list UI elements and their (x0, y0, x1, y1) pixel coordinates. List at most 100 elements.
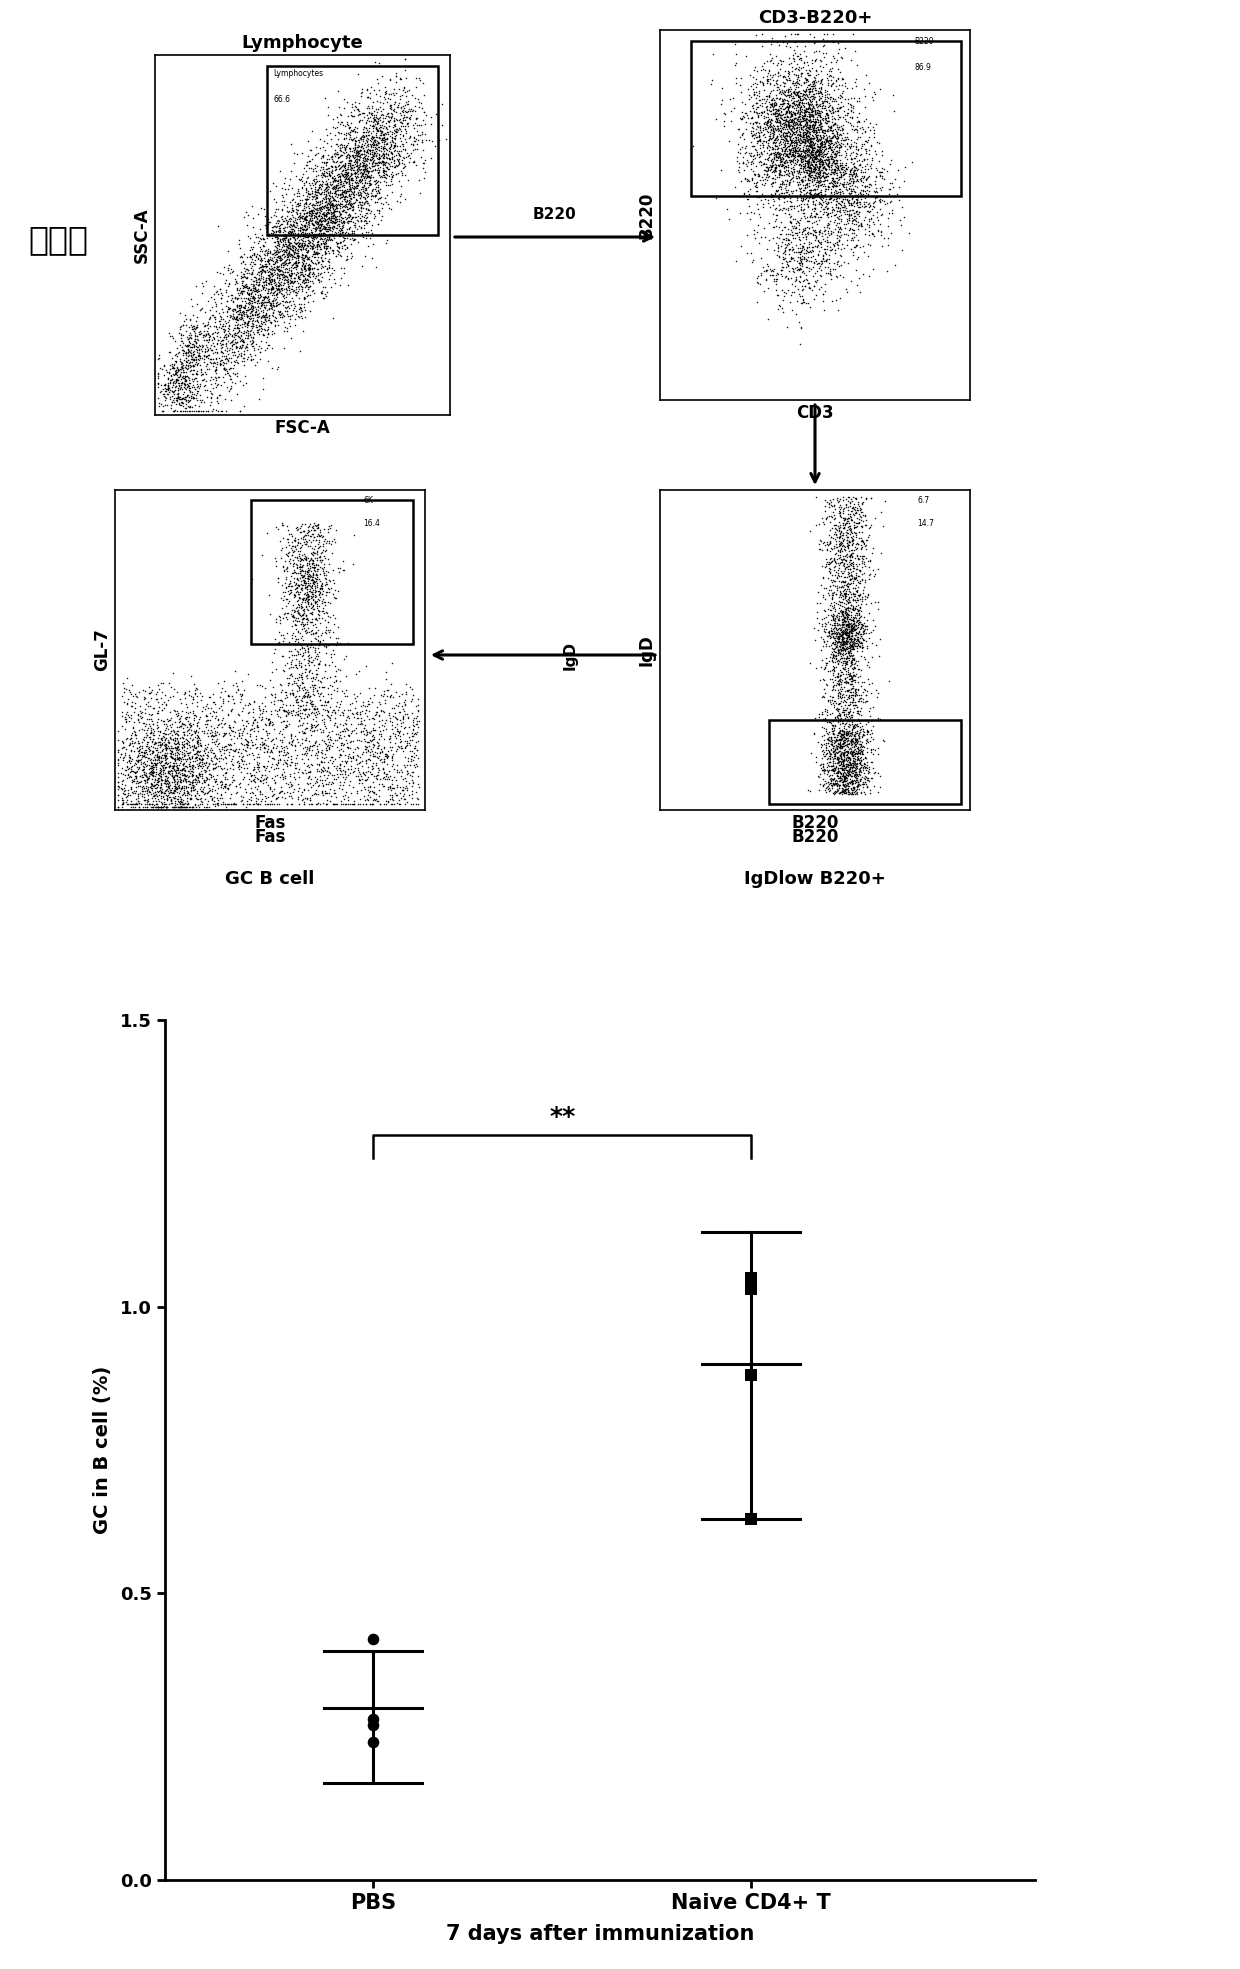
Point (316, 173, 336, 205)
Point (832, 715, 852, 746)
Point (382, 161, 402, 193)
Point (790, 248, 810, 280)
Point (267, 305, 286, 337)
Point (828, 626, 848, 658)
Point (791, 85, 811, 116)
Point (825, 154, 844, 185)
Point (140, 776, 160, 807)
Point (280, 561, 300, 593)
Point (796, 63, 816, 95)
Point (403, 756, 423, 788)
Point (837, 754, 857, 786)
Point (300, 248, 320, 280)
Point (839, 173, 859, 205)
Point (743, 156, 763, 187)
Point (345, 134, 365, 165)
Point (153, 705, 172, 736)
Point (286, 276, 306, 307)
Point (770, 193, 790, 224)
Point (833, 738, 853, 770)
Point (326, 175, 346, 207)
Point (262, 291, 281, 323)
Point (743, 93, 763, 124)
Point (785, 45, 805, 77)
Point (192, 331, 212, 362)
Point (325, 189, 345, 221)
Point (813, 215, 833, 246)
Point (319, 616, 339, 648)
Point (247, 262, 267, 293)
Point (314, 693, 334, 725)
Point (171, 764, 191, 795)
Point (779, 193, 799, 224)
Point (291, 250, 311, 282)
Point (740, 81, 760, 112)
Point (784, 93, 804, 124)
Point (301, 195, 321, 226)
Point (337, 244, 357, 276)
Point (308, 658, 327, 689)
Point (239, 758, 259, 790)
Point (786, 136, 806, 167)
Point (833, 169, 853, 201)
Point (782, 154, 802, 185)
Point (226, 339, 246, 370)
Point (176, 677, 196, 709)
Point (228, 321, 248, 352)
Point (357, 179, 377, 211)
Point (773, 93, 792, 124)
Point (331, 240, 351, 272)
Point (828, 81, 848, 112)
Point (782, 158, 802, 189)
Point (150, 339, 170, 370)
Point (781, 120, 801, 152)
Point (862, 219, 882, 250)
Point (775, 140, 795, 171)
Point (771, 177, 791, 209)
Point (779, 91, 799, 122)
Point (848, 547, 868, 579)
Point (821, 727, 841, 758)
Point (291, 652, 311, 683)
Point (804, 108, 823, 140)
Point (181, 774, 201, 805)
Point (367, 185, 387, 217)
Point (751, 260, 771, 291)
Point (294, 681, 314, 713)
Point (844, 772, 864, 803)
Point (796, 96, 816, 128)
Point (315, 203, 335, 234)
Point (255, 282, 275, 313)
Point (791, 43, 811, 75)
Point (219, 299, 239, 331)
Point (179, 335, 198, 366)
Point (316, 201, 336, 232)
Point (841, 213, 861, 244)
Point (774, 146, 794, 177)
Point (787, 132, 807, 163)
Point (289, 658, 309, 689)
Point (311, 736, 331, 768)
Point (280, 219, 300, 250)
Point (356, 144, 376, 175)
Point (306, 175, 326, 207)
Point (221, 280, 241, 311)
Point (779, 150, 799, 181)
Point (294, 211, 314, 242)
Point (305, 693, 325, 725)
Point (843, 173, 863, 205)
Point (315, 648, 335, 679)
Point (300, 679, 320, 711)
Point (366, 134, 386, 165)
Point (298, 221, 317, 252)
Point (781, 191, 801, 222)
Point (812, 114, 832, 146)
Point (315, 205, 335, 236)
Point (356, 193, 376, 224)
Point (353, 150, 373, 181)
Point (362, 124, 382, 156)
Point (301, 599, 321, 630)
Point (831, 744, 851, 776)
Point (848, 543, 868, 575)
Point (368, 752, 388, 784)
